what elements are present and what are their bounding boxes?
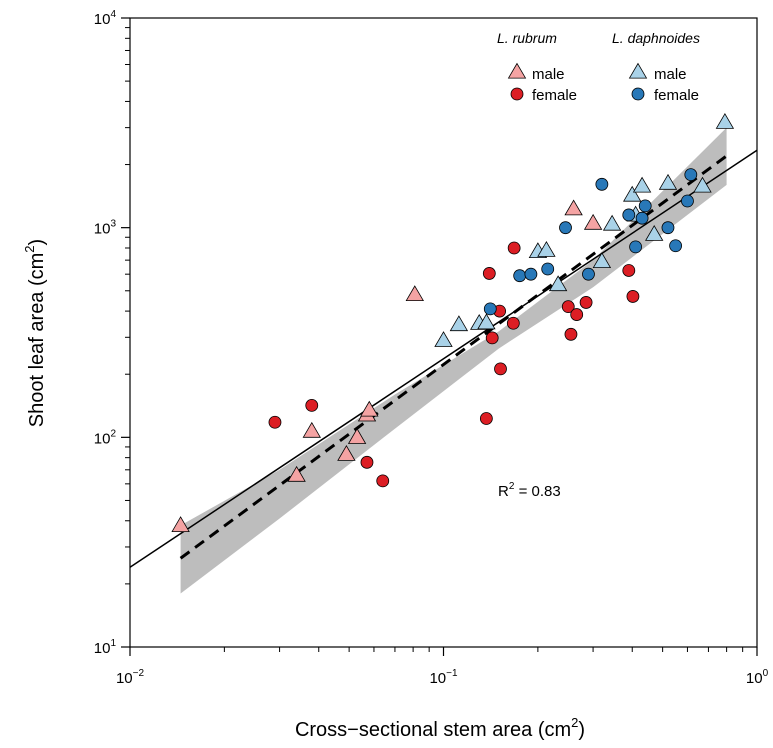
data-point-daphnoides-female <box>661 221 675 235</box>
data-point-rubrum-male <box>564 199 583 216</box>
legend: L. rubrum L. daphnoides male female male… <box>497 30 700 104</box>
x-tick-label: 10−1 <box>429 668 458 687</box>
x-tick-label: 10−2 <box>116 668 145 687</box>
data-point-daphnoides-female <box>582 267 595 281</box>
data-point-rubrum-male <box>171 516 190 532</box>
data-point-daphnoides-male <box>434 331 453 347</box>
legend-markers <box>507 62 648 101</box>
data-point-rubrum-female <box>485 331 499 345</box>
r-squared-annotation: R2 = 0.83 <box>498 481 561 500</box>
regression-line-dashed <box>179 154 728 560</box>
data-point-rubrum-male <box>360 400 379 417</box>
data-point-rubrum-female <box>482 267 496 280</box>
data-point-rubrum-female <box>268 415 282 429</box>
legend-marker-rubrum-female <box>510 87 524 101</box>
regression-line-solid <box>129 149 758 568</box>
data-point-rubrum-female <box>494 362 507 376</box>
data-point-daphnoides-male <box>602 214 622 231</box>
legend-label-daphnoides-female: female <box>654 87 699 104</box>
legend-marker-daphnoides-male <box>628 62 648 79</box>
data-point-daphnoides-male <box>693 176 712 193</box>
fit-lines-layer <box>129 149 758 568</box>
data-point-rubrum-female <box>579 296 593 309</box>
data-point-rubrum-female <box>376 474 390 488</box>
data-point-rubrum-female <box>305 399 319 412</box>
data-point-daphnoides-female <box>635 211 649 225</box>
data-point-daphnoides-male <box>645 225 664 241</box>
data-point-daphnoides-female <box>681 194 694 208</box>
data-point-daphnoides-male <box>715 113 735 129</box>
data-point-rubrum-female <box>626 290 640 303</box>
data-point-daphnoides-female <box>483 302 497 316</box>
data-point-daphnoides-female <box>559 221 572 235</box>
axes-layer: 10−2 10−1 100 101 102 103 104 <box>94 9 769 687</box>
data-point-daphnoides-male <box>548 275 568 292</box>
data-point-rubrum-female <box>622 264 636 277</box>
y-axis-label: Shoot leaf area (cm2) <box>22 239 48 427</box>
data-point-daphnoides-male <box>632 176 652 193</box>
data-point-rubrum-male <box>347 428 367 444</box>
legend-label-daphnoides-male: male <box>654 66 687 83</box>
data-point-rubrum-male <box>302 421 321 438</box>
data-point-daphnoides-female <box>669 239 683 253</box>
data-point-rubrum-female <box>360 455 374 469</box>
y-tick-label: 101 <box>94 638 117 657</box>
data-point-rubrum-female <box>506 316 520 330</box>
data-point-daphnoides-female <box>541 262 555 276</box>
x-axis-label: Cross−sectional stem area (cm2) <box>295 715 585 741</box>
y-tick-label: 104 <box>94 9 117 28</box>
legend-label-rubrum-female: female <box>532 87 577 104</box>
data-point-rubrum-female <box>507 241 521 255</box>
data-point-rubrum-male <box>583 213 603 230</box>
data-point-rubrum-female <box>570 308 584 321</box>
data-point-daphnoides-male <box>623 185 642 202</box>
y-tick-label: 103 <box>94 219 117 238</box>
data-point-rubrum-female <box>564 327 578 341</box>
data-point-rubrum-female <box>561 300 575 314</box>
data-point-rubrum-male <box>287 465 306 482</box>
confidence-band-layer <box>180 127 727 594</box>
data-point-daphnoides-male <box>592 252 612 269</box>
data-point-daphnoides-female <box>629 240 643 254</box>
data-point-daphnoides-female <box>524 267 538 281</box>
data-point-rubrum-female <box>479 412 493 425</box>
data-point-daphnoides-female <box>638 199 652 213</box>
confidence-band <box>180 127 727 594</box>
data-point-rubrum-male <box>337 445 356 461</box>
legend-title-rubrum: L. rubrum <box>497 30 557 46</box>
data-point-daphnoides-male <box>449 315 469 332</box>
data-point-daphnoides-male <box>537 241 556 257</box>
y-tick-label: 102 <box>94 428 117 447</box>
data-point-rubrum-male <box>405 285 424 302</box>
data-point-daphnoides-female <box>595 177 609 191</box>
legend-label-rubrum-male: male <box>532 66 565 83</box>
data-point-daphnoides-female <box>513 269 527 283</box>
legend-marker-daphnoides-female <box>631 87 645 101</box>
data-point-daphnoides-male <box>658 173 678 190</box>
legend-marker-rubrum-male <box>507 62 527 79</box>
data-point-daphnoides-female <box>622 208 636 222</box>
data-point-daphnoides-male <box>477 313 496 330</box>
data-points-layer <box>171 113 735 532</box>
legend-title-daphnoides: L. daphnoides <box>612 30 700 46</box>
data-point-daphnoides-female <box>684 168 698 182</box>
x-tick-label: 100 <box>746 668 769 687</box>
